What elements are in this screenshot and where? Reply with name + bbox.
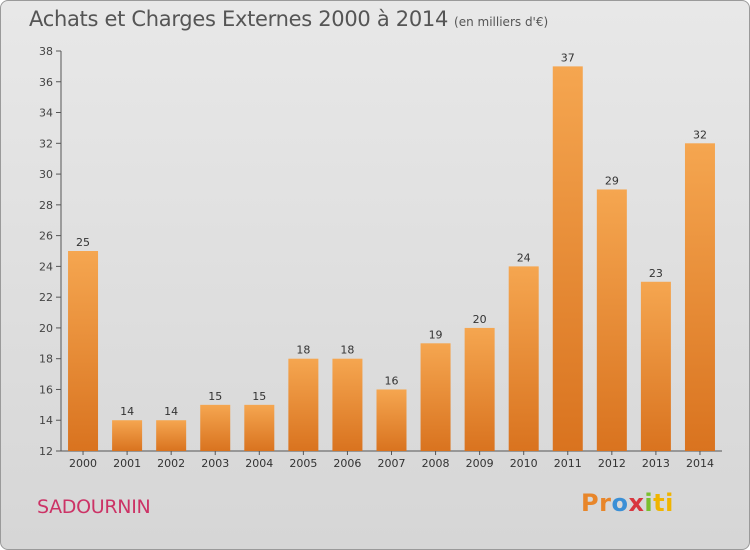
y-tick-label: 24 — [39, 260, 53, 273]
x-tick-label-2009: 2009 — [466, 457, 494, 470]
y-tick-label: 28 — [39, 199, 53, 212]
x-tick-label-2001: 2001 — [113, 457, 141, 470]
data-label-2006: 18 — [340, 344, 354, 357]
bar-2012 — [596, 189, 627, 451]
bar-2002 — [156, 420, 187, 451]
brand-part-5: ti — [653, 489, 674, 517]
brand-part-1: Pr — [581, 489, 612, 517]
bar-2006 — [332, 358, 363, 451]
y-tick-label: 32 — [39, 137, 53, 150]
data-label-2002: 14 — [164, 405, 178, 418]
chart-title: Achats et Charges Externes 2000 à 2014 (e… — [29, 7, 548, 31]
y-tick-label: 16 — [39, 383, 53, 396]
data-label-2000: 25 — [76, 236, 90, 249]
brand-part-4: i — [644, 489, 654, 517]
data-label-2008: 19 — [429, 328, 443, 341]
y-tick-label: 34 — [39, 107, 53, 120]
x-tick-label-2002: 2002 — [157, 457, 185, 470]
bar-2005 — [288, 358, 319, 451]
x-tick-label-2000: 2000 — [69, 457, 97, 470]
data-label-2001: 14 — [120, 405, 134, 418]
data-label-2012: 29 — [605, 174, 619, 187]
data-label-2003: 15 — [208, 390, 222, 403]
chart-subtitle: (en milliers d'€) — [454, 15, 549, 29]
x-tick-label-2010: 2010 — [510, 457, 538, 470]
data-label-2009: 20 — [473, 313, 487, 326]
x-tick-label-2013: 2013 — [642, 457, 670, 470]
y-tick-label: 12 — [39, 445, 53, 458]
x-tick-label-2012: 2012 — [598, 457, 626, 470]
y-tick-label: 18 — [39, 353, 53, 366]
x-tick-label-2008: 2008 — [422, 457, 450, 470]
brand-part-2: o — [611, 489, 629, 517]
y-tick-label: 26 — [39, 230, 53, 243]
y-tick-label: 20 — [39, 322, 53, 335]
bar-2004 — [244, 404, 275, 451]
x-tick-label-2006: 2006 — [333, 457, 361, 470]
data-label-2010: 24 — [517, 251, 531, 264]
bar-2010 — [508, 266, 539, 451]
bar-2011 — [552, 66, 583, 451]
data-label-2004: 15 — [252, 390, 266, 403]
data-label-2014: 32 — [693, 128, 707, 141]
proxiti-logo: Proxiti — [581, 489, 674, 517]
bar-2000 — [68, 251, 99, 451]
bar-2014 — [684, 143, 715, 452]
chart-title-text: Achats et Charges Externes 2000 à 2014 — [29, 7, 449, 31]
y-tick-label: 30 — [39, 168, 53, 181]
x-tick-label-2003: 2003 — [201, 457, 229, 470]
bar-2001 — [112, 420, 143, 451]
brand-part-3: x — [628, 489, 645, 517]
y-tick-label: 36 — [39, 76, 53, 89]
y-tick-label: 22 — [39, 291, 53, 304]
bar-2013 — [640, 281, 671, 451]
y-tick-label: 14 — [39, 414, 53, 427]
x-tick-label-2004: 2004 — [245, 457, 273, 470]
x-tick-label-2011: 2011 — [554, 457, 582, 470]
data-label-2005: 18 — [296, 344, 310, 357]
data-label-2013: 23 — [649, 267, 663, 280]
commune-label: SADOURNIN — [37, 496, 151, 518]
bar-2007 — [376, 389, 407, 451]
x-tick-label-2005: 2005 — [289, 457, 317, 470]
y-tick-label: 38 — [39, 45, 53, 58]
x-tick-label-2007: 2007 — [378, 457, 406, 470]
bar-2003 — [200, 404, 231, 451]
bar-2009 — [464, 327, 495, 451]
bar-2008 — [420, 343, 451, 451]
data-label-2007: 16 — [385, 374, 399, 387]
x-tick-label-2014: 2014 — [686, 457, 714, 470]
data-label-2011: 37 — [561, 51, 575, 64]
